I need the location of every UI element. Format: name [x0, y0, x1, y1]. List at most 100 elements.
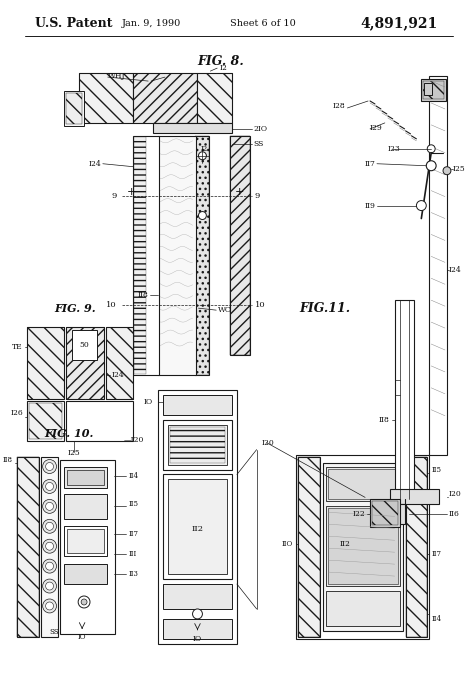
Text: I20: I20	[449, 491, 462, 498]
Bar	[66, 401, 133, 441]
Text: II8: II8	[379, 416, 390, 424]
Text: IO: IO	[144, 398, 153, 406]
Text: SS: SS	[50, 628, 59, 636]
Circle shape	[46, 602, 54, 610]
Text: III: III	[128, 550, 137, 558]
Circle shape	[199, 152, 206, 160]
Circle shape	[43, 559, 56, 573]
Bar	[66, 327, 104, 399]
Bar	[328, 508, 398, 584]
Text: I20: I20	[262, 438, 274, 447]
Text: SS: SS	[254, 140, 264, 148]
Bar	[133, 136, 159, 375]
Text: I29: I29	[370, 124, 383, 132]
Bar	[64, 494, 107, 519]
Bar	[230, 136, 250, 355]
Circle shape	[46, 542, 54, 551]
Bar	[423, 81, 444, 99]
Bar	[158, 390, 237, 644]
Text: FIG. 9.: FIG. 9.	[55, 303, 96, 314]
Bar	[326, 591, 400, 626]
Bar	[163, 584, 232, 609]
Bar	[168, 425, 227, 464]
Bar	[168, 480, 227, 574]
Text: II8: II8	[137, 291, 148, 299]
Bar	[106, 327, 133, 399]
Text: 2IO: 2IO	[254, 125, 268, 133]
Circle shape	[78, 596, 90, 608]
Bar	[79, 73, 133, 123]
Bar	[326, 507, 400, 586]
Text: WC: WC	[218, 306, 232, 314]
Bar	[17, 457, 39, 637]
Text: WHJ: WHJ	[108, 72, 125, 80]
Bar	[106, 327, 133, 399]
Circle shape	[443, 167, 451, 175]
Text: Sheet 6 of 10: Sheet 6 of 10	[230, 19, 296, 28]
Text: II5: II5	[431, 466, 441, 473]
Bar	[326, 466, 400, 501]
Circle shape	[81, 599, 87, 605]
Bar	[323, 463, 402, 631]
Bar	[406, 457, 427, 637]
Circle shape	[46, 503, 54, 510]
Bar	[372, 501, 398, 525]
Text: U.S. Patent: U.S. Patent	[35, 17, 112, 30]
Circle shape	[43, 539, 56, 553]
Bar	[395, 300, 414, 500]
Circle shape	[199, 212, 206, 219]
Bar	[298, 457, 320, 637]
Bar	[133, 73, 198, 123]
Text: I2: I2	[219, 64, 227, 72]
Text: II4: II4	[431, 615, 441, 623]
Circle shape	[46, 582, 54, 590]
Bar	[390, 489, 439, 505]
Text: II2: II2	[191, 525, 203, 533]
Text: 10: 10	[255, 301, 265, 309]
Text: FIG.11.: FIG.11.	[299, 301, 350, 315]
Bar	[66, 93, 82, 124]
Bar	[230, 136, 250, 355]
Text: I28: I28	[333, 102, 346, 110]
Bar	[41, 457, 58, 637]
Circle shape	[46, 562, 54, 570]
Text: I23: I23	[388, 145, 401, 153]
Bar	[66, 327, 104, 399]
Text: II6: II6	[449, 510, 460, 519]
Text: II9: II9	[364, 202, 375, 209]
Circle shape	[46, 463, 54, 470]
Circle shape	[426, 161, 436, 171]
Text: +: +	[127, 187, 136, 197]
Bar	[194, 136, 210, 375]
Text: Jan. 9, 1990: Jan. 9, 1990	[121, 19, 181, 28]
Text: FIG. 8.: FIG. 8.	[198, 55, 244, 68]
Bar	[170, 427, 225, 463]
Circle shape	[43, 579, 56, 593]
Text: I25: I25	[453, 165, 465, 173]
Bar	[163, 475, 232, 579]
Bar	[64, 526, 107, 556]
Bar	[64, 91, 84, 126]
Bar	[298, 457, 320, 637]
Bar	[29, 403, 63, 438]
Bar	[72, 330, 97, 360]
Bar	[163, 619, 232, 639]
Bar	[198, 73, 232, 123]
Bar	[17, 457, 39, 637]
Bar	[134, 137, 146, 374]
Circle shape	[43, 459, 56, 473]
Bar	[296, 454, 429, 639]
Circle shape	[43, 519, 56, 533]
Bar	[194, 136, 210, 375]
Text: I25: I25	[68, 449, 81, 457]
Circle shape	[46, 482, 54, 491]
Text: II2: II2	[340, 540, 351, 548]
Circle shape	[43, 500, 56, 514]
Text: 4,891,921: 4,891,921	[360, 16, 438, 31]
Text: 9: 9	[255, 191, 260, 200]
Text: IO: IO	[193, 635, 202, 643]
Text: I24: I24	[112, 371, 125, 379]
Circle shape	[427, 145, 435, 153]
Text: I24: I24	[88, 160, 101, 168]
Circle shape	[43, 480, 56, 493]
